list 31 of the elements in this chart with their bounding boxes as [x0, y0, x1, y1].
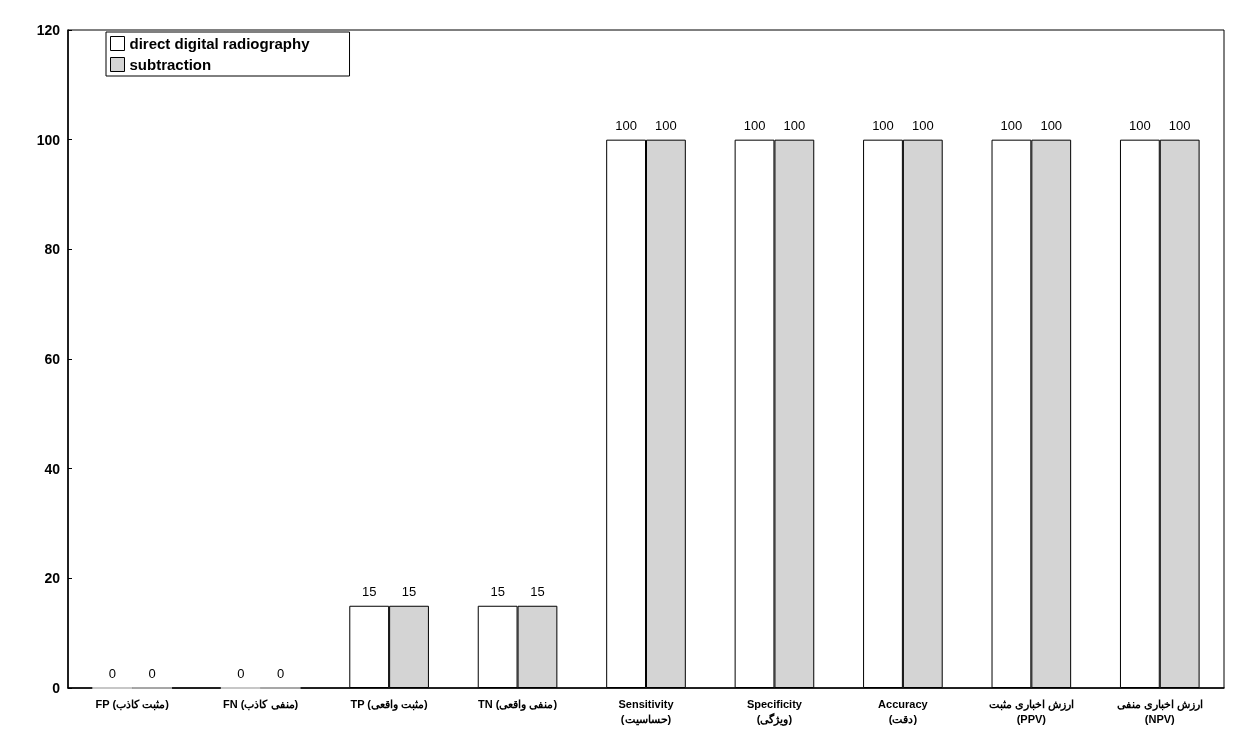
x-tick-label: FN (منفی کاذب): [223, 697, 299, 711]
data-label: 100: [655, 117, 677, 133]
legend-label: direct digital radiography: [129, 35, 311, 52]
y-tick-label: 0: [52, 680, 61, 696]
data-label: 100: [1000, 117, 1023, 133]
y-tick-label: 60: [44, 351, 61, 367]
y-tick-label: 20: [44, 570, 61, 587]
x-tick-label: TN (منفی واقعی): [477, 697, 558, 711]
data-label: 100: [743, 117, 766, 133]
y-tick-label: 40: [44, 460, 61, 477]
data-label: 100: [1168, 117, 1191, 133]
legend-label: subtraction: [129, 56, 212, 73]
data-label: 0: [108, 665, 116, 681]
data-label: 15: [490, 583, 505, 599]
data-label: 100: [615, 117, 637, 133]
data-label: 15: [361, 583, 377, 599]
data-label: 100: [911, 117, 934, 133]
data-label: 15: [401, 583, 417, 599]
y-tick-label: 100: [36, 131, 61, 148]
data-label: 15: [530, 583, 545, 599]
data-label: 100: [872, 117, 894, 133]
x-tick-label: TP (مثبت واقعی): [350, 697, 429, 711]
x-tick-label: FP (مثبت کاذب): [95, 697, 170, 711]
data-label: 0: [237, 665, 245, 681]
data-label: 100: [1129, 117, 1151, 133]
data-label: 0: [148, 665, 156, 681]
data-label: 100: [783, 117, 806, 133]
data-label: 0: [276, 665, 285, 681]
y-tick-label: 80: [44, 241, 61, 258]
y-tick-label: 120: [36, 22, 61, 38]
data-label: 100: [1040, 117, 1063, 133]
